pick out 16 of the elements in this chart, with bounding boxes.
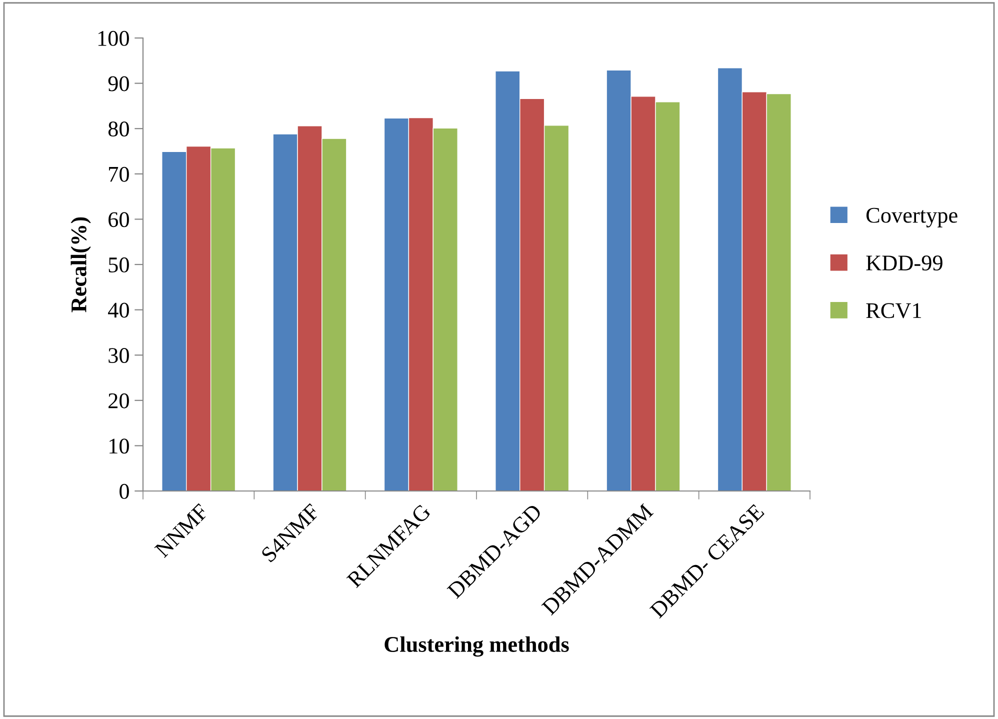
legend-label: KDD-99 bbox=[866, 256, 942, 270]
legend-label: RCV1 bbox=[866, 303, 922, 318]
y-tick-label: 10 bbox=[110, 438, 129, 454]
x-axis-title: Clustering methods bbox=[384, 636, 569, 657]
y-tick-label: 80 bbox=[108, 122, 129, 137]
y-tick-label: 90 bbox=[108, 76, 129, 92]
legend-label: Covertype bbox=[866, 208, 958, 228]
y-tick-label: 20 bbox=[108, 393, 129, 408]
y-tick-label: 50 bbox=[108, 257, 129, 272]
y-tick-label: 100 bbox=[98, 30, 129, 46]
y-tick-label: 70 bbox=[109, 166, 129, 182]
y-tick-label: 60 bbox=[108, 212, 129, 228]
y-tick-label: 30 bbox=[108, 348, 129, 364]
y-tick-label: 0 bbox=[120, 484, 129, 499]
y-tick-label: 40 bbox=[108, 302, 129, 318]
y-axis-title: Recall(%) bbox=[70, 217, 91, 312]
